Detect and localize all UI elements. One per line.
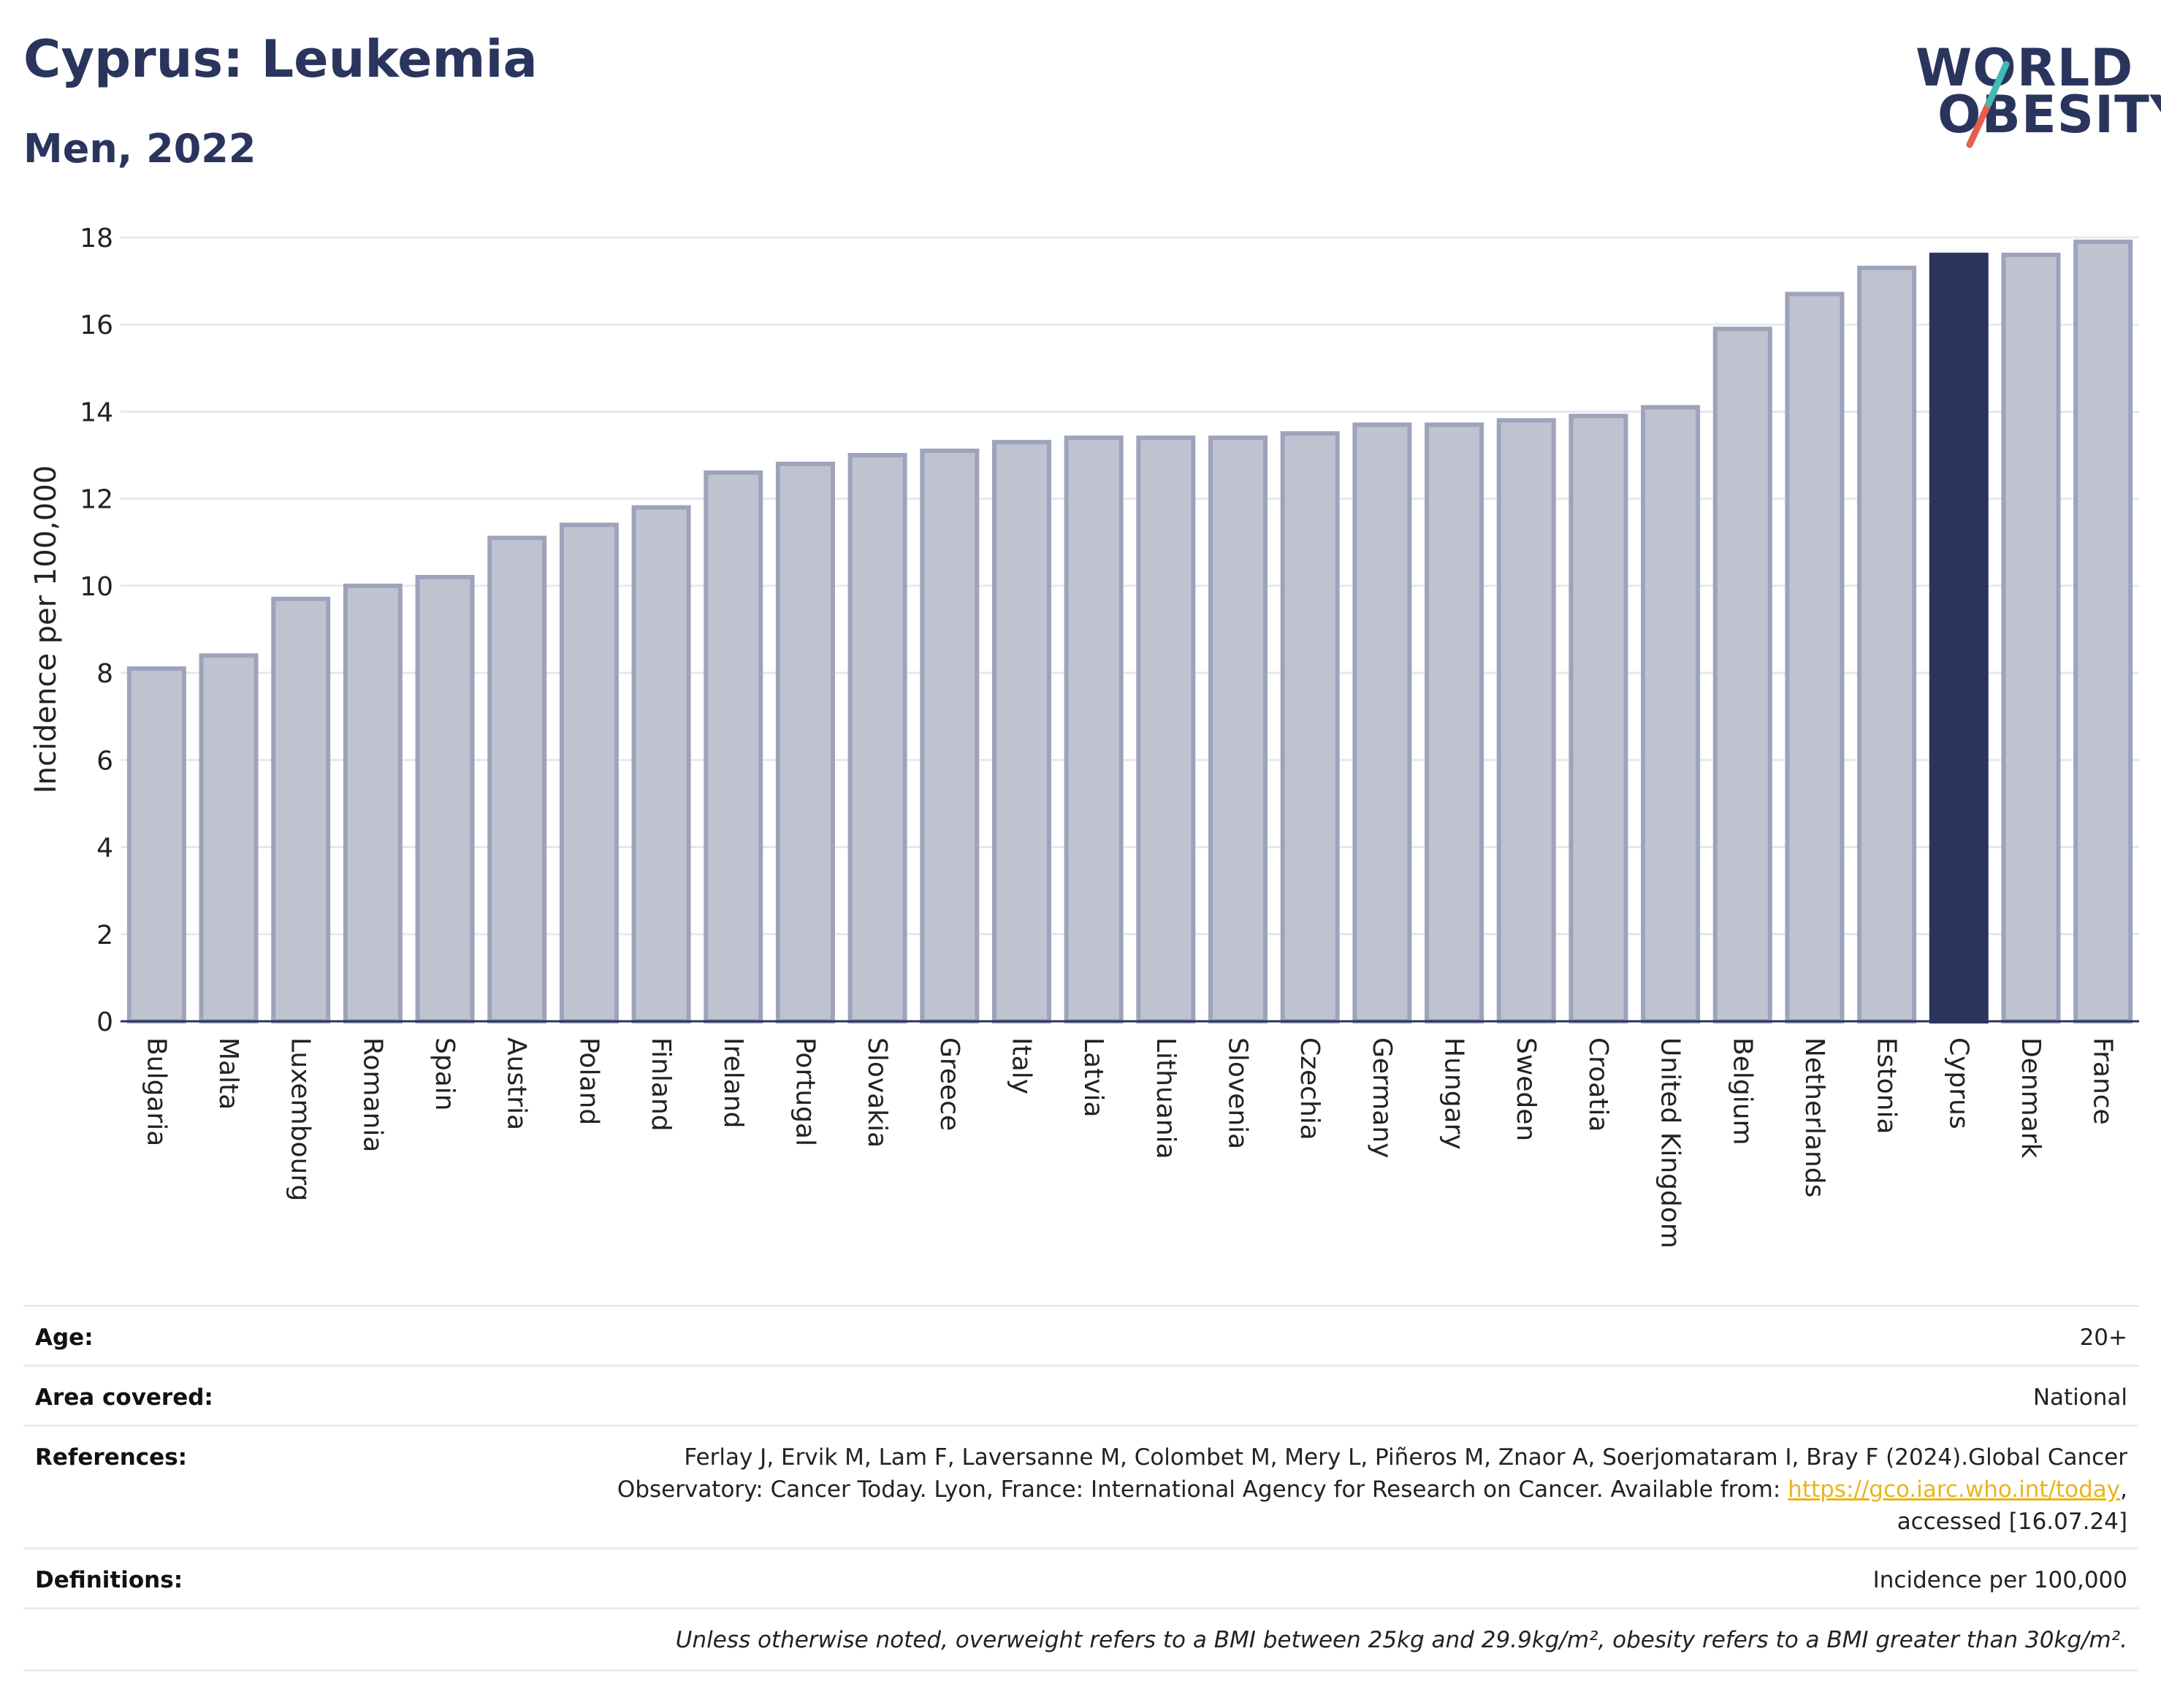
bar-romania	[343, 583, 403, 1023]
x-axis-ticks: Bulgaria Malta Luxembourg Romania Spain Austr…	[141, 1037, 2117, 1248]
y-tick-label: 16	[80, 310, 113, 340]
world-obesity-logo: WORLD OBESITY	[1899, 37, 2161, 153]
bar-slovenia	[1208, 435, 1268, 1023]
bar-denmark	[2001, 252, 2061, 1023]
x-tick-label: Portugal	[790, 1037, 820, 1146]
note-row: Unless otherwise noted, overweight refer…	[23, 1607, 2139, 1671]
definitions-label: Definitions:	[35, 1567, 183, 1593]
bar-latvia	[1064, 435, 1124, 1023]
definitions-row: Definitions: Incidence per 100,000	[23, 1547, 2139, 1609]
y-axis-ticks: 0 2 4 6 8 10 12 14 16 18	[80, 224, 113, 1037]
page-subtitle: Men, 2022	[23, 126, 256, 172]
y-tick-label: 0	[96, 1007, 113, 1037]
bar-cyprus	[1929, 252, 1989, 1023]
bar-united-kingdom	[1641, 405, 1701, 1023]
bar-ireland	[704, 470, 763, 1023]
bar-spain	[415, 574, 475, 1023]
x-tick-label: Malta	[213, 1037, 243, 1110]
bar-belgium	[1712, 327, 1772, 1023]
x-tick-label: Italy	[1006, 1037, 1036, 1094]
x-tick-label: Spain	[430, 1037, 460, 1111]
bmi-note: Unless otherwise noted, overweight refer…	[675, 1627, 2127, 1653]
age-label: Age:	[35, 1324, 94, 1351]
references-line-3: accessed [16.07.24]	[1897, 1509, 2127, 1535]
x-tick-label: Romania	[357, 1037, 387, 1152]
references-line-2-end: ,	[2120, 1476, 2127, 1503]
age-value: 20+	[2079, 1324, 2127, 1351]
bar-greece	[920, 449, 980, 1023]
age-row: Age: 20+	[23, 1305, 2139, 1367]
bar-slovakia	[847, 453, 907, 1023]
bar-poland	[559, 522, 619, 1023]
y-tick-label: 12	[80, 485, 113, 515]
bar-sweden	[1496, 418, 1556, 1023]
x-tick-label: Sweden	[1511, 1037, 1541, 1141]
references-label: References:	[35, 1444, 188, 1471]
x-tick-label: Estonia	[1872, 1037, 1902, 1135]
x-tick-label: Denmark	[2016, 1037, 2046, 1159]
x-tick-label: France	[2088, 1037, 2118, 1125]
bars	[126, 239, 2133, 1024]
x-tick-label: Slovenia	[1223, 1037, 1253, 1149]
area-value: National	[2032, 1384, 2127, 1411]
bar-austria	[487, 535, 547, 1023]
area-row: Area covered: National	[23, 1365, 2139, 1427]
x-tick-label: Netherlands	[1799, 1037, 1829, 1197]
x-tick-label: Poland	[573, 1037, 603, 1125]
references-link[interactable]: https://gco.iarc.who.int/today	[1788, 1476, 2121, 1503]
bar-croatia	[1569, 413, 1628, 1023]
bar-france	[2073, 239, 2133, 1024]
bar-chart: 0 2 4 6 8 10 12 14 16 18 Bulgaria Malta Luxembourg R…	[29, 224, 2139, 1248]
bar-malta	[199, 653, 259, 1023]
y-tick-label: 2	[96, 920, 113, 950]
y-tick-label: 6	[96, 746, 113, 776]
x-tick-label: United Kingdom	[1655, 1037, 1685, 1248]
bar-estonia	[1857, 265, 1917, 1023]
bar-finland	[631, 505, 691, 1023]
x-tick-label: Latvia	[1078, 1037, 1108, 1118]
y-tick-label: 4	[96, 834, 113, 863]
definitions-value: Incidence per 100,000	[1872, 1567, 2127, 1593]
x-tick-label: Bulgaria	[141, 1037, 171, 1146]
x-tick-label: Slovakia	[862, 1037, 892, 1148]
bar-portugal	[775, 461, 835, 1023]
references-value: Ferlay J, Ervik M, Lam F, Laversanne M, …	[617, 1441, 2127, 1538]
x-tick-label: Ireland	[718, 1037, 748, 1129]
references-line-2: Observatory: Cancer Today. Lyon, France:…	[617, 1476, 1788, 1503]
x-tick-label: Croatia	[1583, 1037, 1613, 1132]
x-tick-label: Lithuania	[1151, 1037, 1181, 1159]
x-tick-label: Germany	[1367, 1037, 1397, 1158]
area-label: Area covered:	[35, 1384, 213, 1411]
x-tick-label: Belgium	[1727, 1037, 1757, 1145]
x-tick-label: Hungary	[1439, 1037, 1469, 1150]
x-tick-label: Greece	[934, 1037, 964, 1131]
bar-netherlands	[1785, 291, 1845, 1023]
bar-czechia	[1280, 431, 1340, 1023]
x-tick-label: Cyprus	[1943, 1037, 1973, 1129]
y-tick-label: 10	[80, 572, 113, 602]
page-title: Cyprus: Leukemia	[23, 29, 538, 89]
logo-line-1: WORLD	[1916, 38, 2134, 98]
logo-slash-icon	[1966, 61, 2010, 148]
y-tick-label: 18	[80, 224, 113, 253]
bar-italy	[991, 440, 1051, 1023]
references-line-1: Ferlay J, Ervik M, Lam F, Laversanne M, …	[684, 1444, 2127, 1471]
y-axis-label: Incidence per 100,000	[29, 465, 63, 794]
references-row: References: Ferlay J, Ervik M, Lam F, La…	[23, 1425, 2139, 1549]
bar-lithuania	[1136, 435, 1196, 1023]
bar-luxembourg	[271, 596, 331, 1023]
y-tick-label: 8	[96, 659, 113, 689]
bar-hungary	[1425, 422, 1485, 1023]
bar-germany	[1352, 422, 1412, 1023]
x-tick-label: Finland	[646, 1037, 676, 1132]
x-tick-label: Austria	[502, 1037, 532, 1130]
x-tick-label: Czechia	[1295, 1037, 1325, 1140]
y-tick-label: 14	[80, 397, 113, 427]
x-tick-label: Luxembourg	[286, 1037, 316, 1201]
bar-bulgaria	[126, 666, 186, 1024]
